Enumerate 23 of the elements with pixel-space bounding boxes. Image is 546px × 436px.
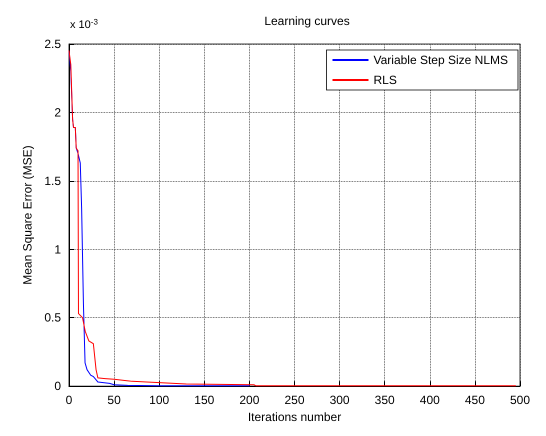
y-tick-label: 1 [54, 242, 62, 256]
x-tick-label: 250 [284, 393, 305, 408]
y-tick-label: 1.5 [44, 174, 62, 188]
x-tick-label: 500 [510, 393, 530, 408]
x-tick-label: 350 [374, 393, 396, 408]
legend-label: RLS [373, 73, 397, 87]
x-tick-label: 450 [464, 393, 486, 408]
line-series [68, 50, 516, 386]
y-tick-label: 0.5 [44, 310, 62, 325]
x-tick-label: 50 [107, 393, 122, 408]
y-tick-label: 0 [54, 379, 62, 394]
x-tick-label: 150 [194, 393, 215, 408]
x-axis-title: Iterations number [248, 410, 342, 424]
chart-title: Learning curves [264, 14, 350, 28]
x-tick-label: 200 [239, 393, 260, 408]
x-tick-label: 300 [330, 393, 350, 408]
y-tick-label: 2 [54, 105, 62, 120]
legend-label: Variable Step Size NLMS [373, 53, 508, 67]
y-axis-title: Mean Square Error (MSE) [20, 145, 34, 285]
x-tick-label: 400 [420, 393, 440, 408]
x-tick-label: 0 [66, 393, 73, 408]
x-tick-label: 100 [149, 393, 170, 408]
y-tick-label: 2.5 [44, 37, 62, 51]
